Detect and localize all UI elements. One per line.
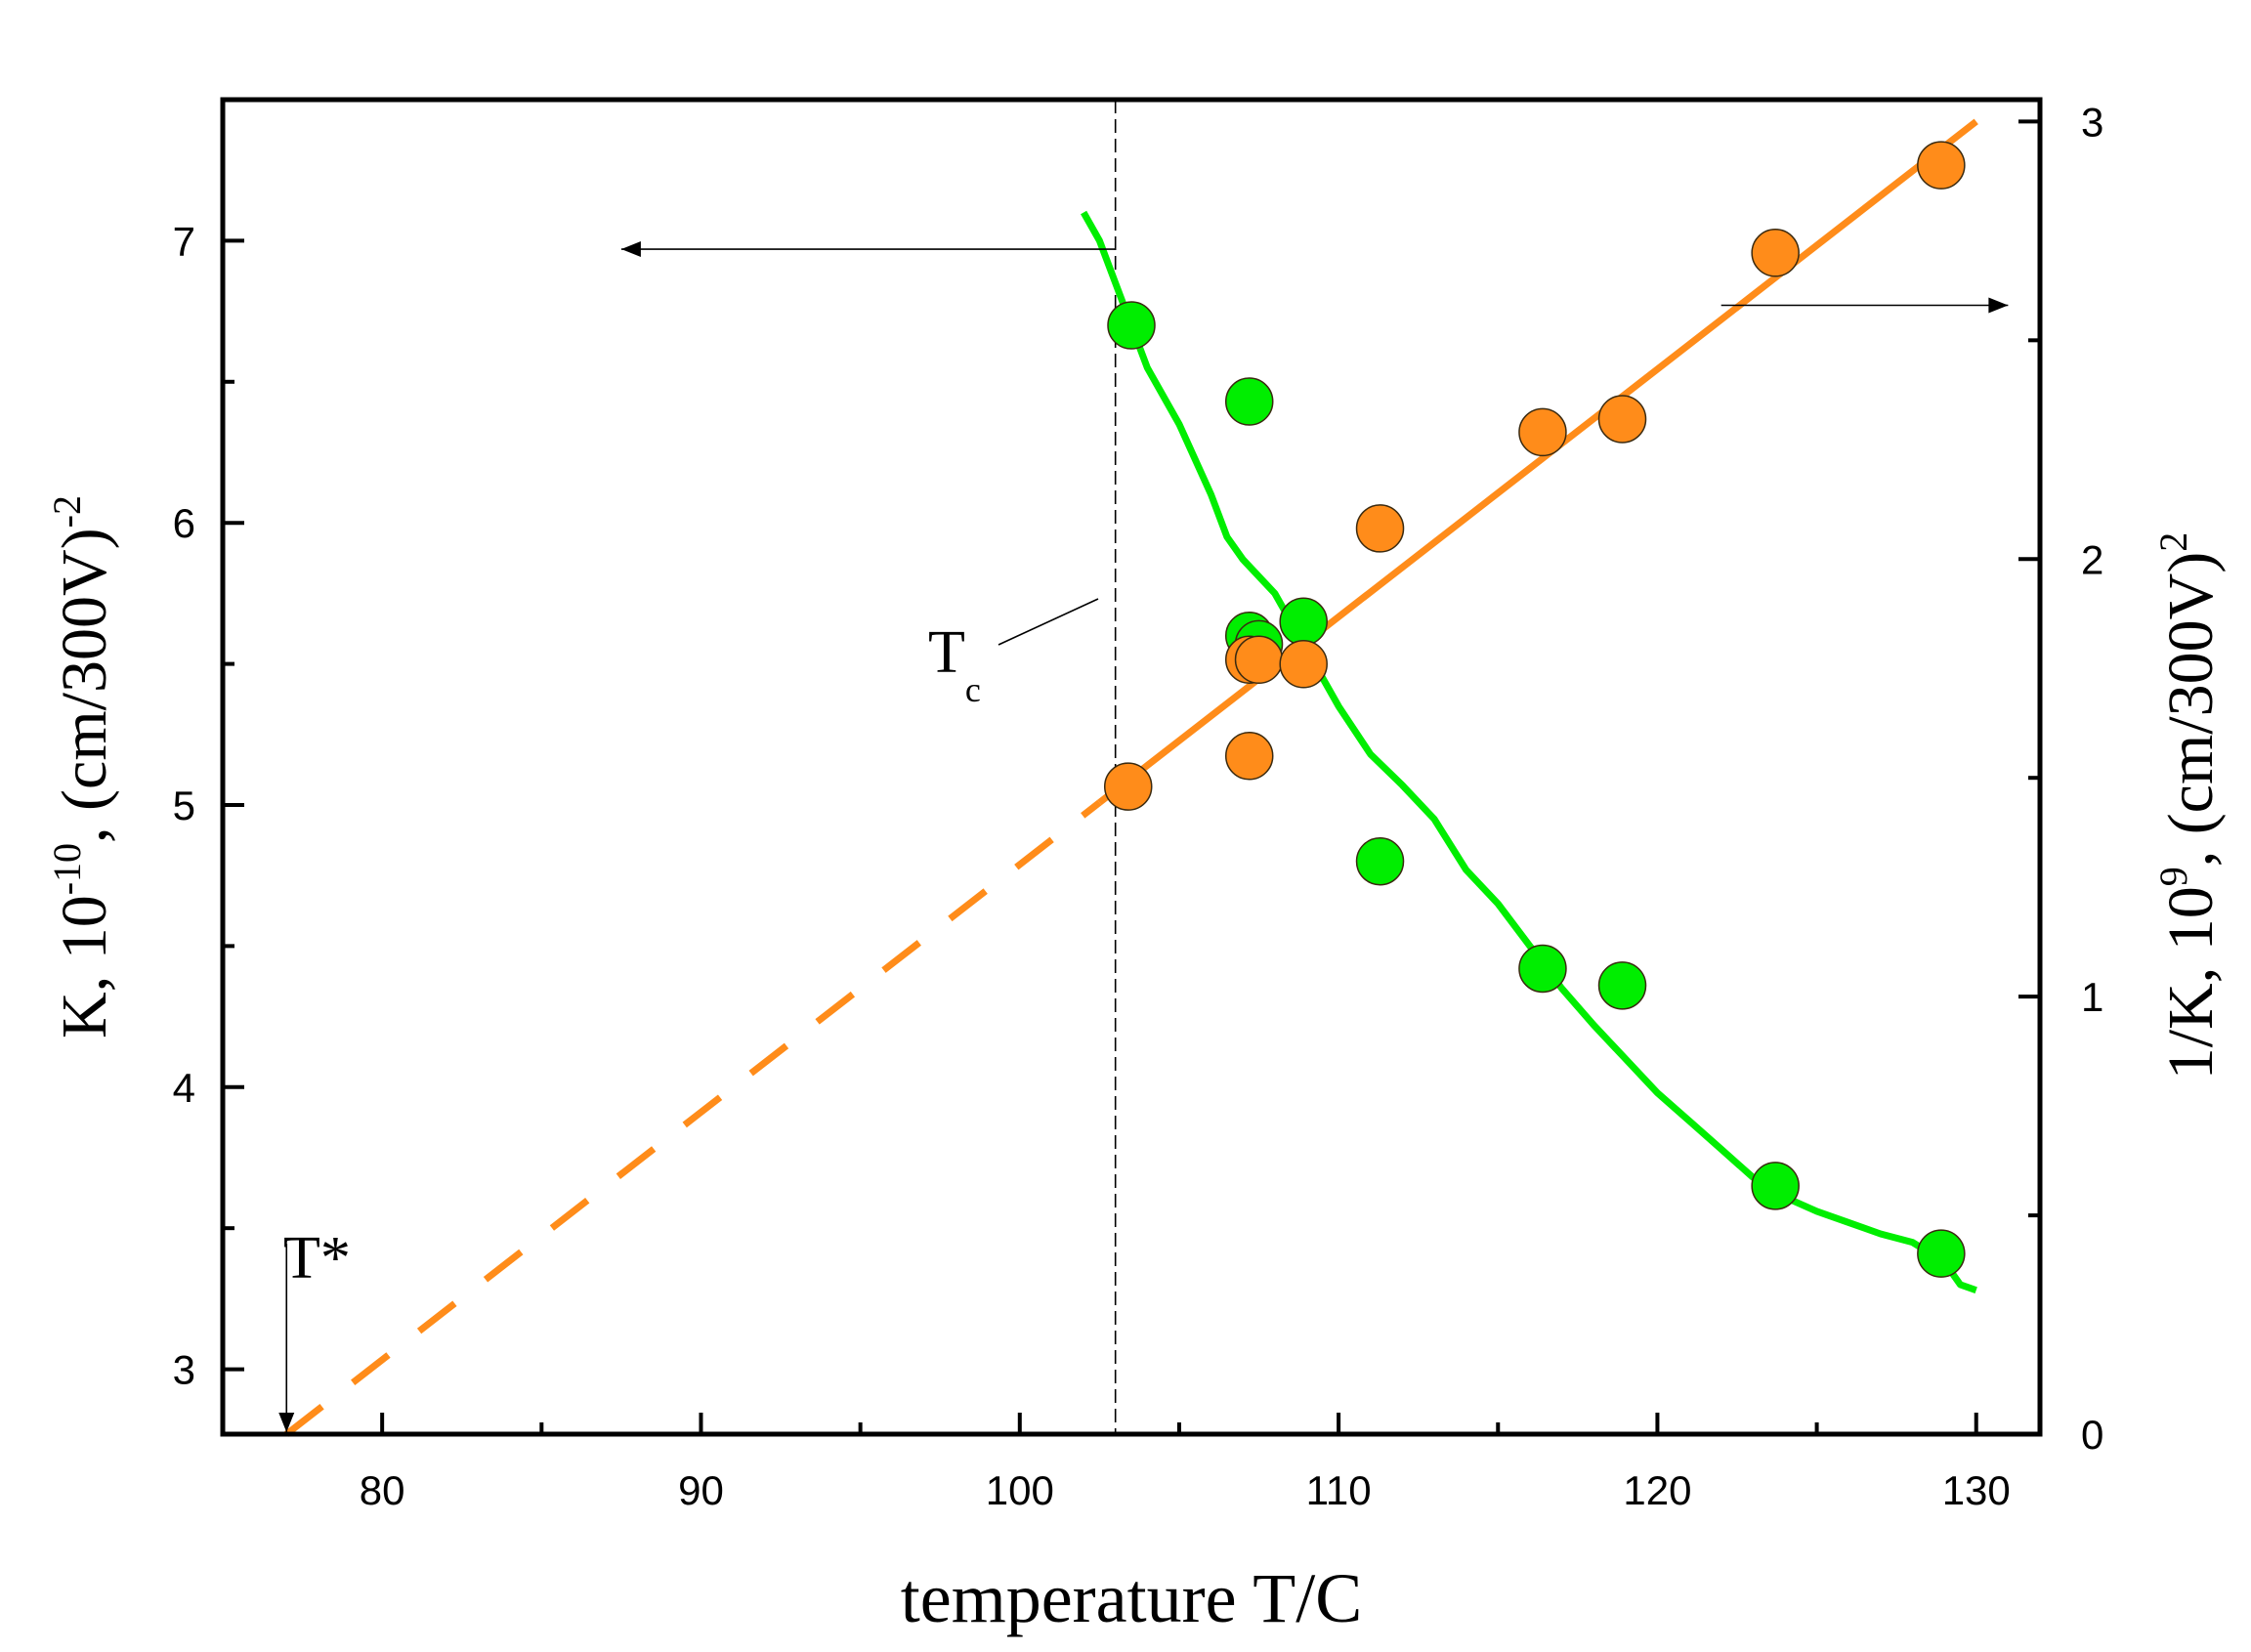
tc-label-main: T [928, 619, 965, 686]
y-left-tick-label: 6 [173, 500, 195, 546]
y-left-label-unit-exp: -2 [45, 495, 89, 528]
x-tick-label: 90 [678, 1467, 724, 1513]
y-left-tick-label: 5 [173, 783, 195, 828]
k-data-point [1107, 301, 1156, 350]
reciprocal-fit-extrapolation-dashed [284, 799, 1102, 1437]
k-fit-curve [1081, 210, 1977, 1293]
tc-label-sub: c [965, 670, 981, 709]
x-axis-label: temperature T/C [901, 1559, 1363, 1637]
x-tick-label: 80 [360, 1467, 405, 1513]
y-left-tick-label: 7 [173, 218, 195, 264]
reciprocal-fit-line [1097, 118, 1978, 806]
x-tick-label: 100 [986, 1467, 1054, 1513]
y-left-tick-label: 4 [173, 1065, 195, 1111]
reciprocal-k-data-point [1518, 407, 1567, 457]
plot-frame [220, 97, 2043, 1437]
x-tick-label: 110 [1306, 1467, 1372, 1513]
k-data-point [1224, 377, 1274, 426]
labels-layer: TcT*temperature T/CK, 10-10, (cm/300V)-2… [45, 241, 2227, 1637]
y-right-axis-label: 1/K, 109, (cm/300V)2 [2151, 532, 2227, 1080]
reciprocal-k-data-point [1224, 732, 1274, 781]
reciprocal-k-data-point [1355, 504, 1405, 553]
y-left-axis-label: K, 10-10, (cm/300V)-2 [45, 495, 120, 1038]
y-right-label-unit-exp: 2 [2151, 532, 2195, 552]
y-right-label-exp: 9 [2151, 867, 2195, 886]
y-left-label-main: K, 10 [49, 895, 120, 1038]
k-data-point [1917, 1229, 1966, 1278]
reciprocal-k-data-point [1103, 762, 1153, 811]
reciprocal-k-data-point [1597, 395, 1647, 444]
x-tick-label: 120 [1623, 1467, 1691, 1513]
y-right-tick-label: 1 [2081, 974, 2103, 1020]
y-left-tick-label: 3 [173, 1347, 195, 1393]
reciprocal-k-data-point [1917, 141, 1966, 190]
y-left-label-unit: , (cm/300V) [49, 528, 120, 843]
k-data-point [1597, 961, 1647, 1010]
y-right-tick-label: 2 [2081, 536, 2103, 582]
y-right-tick-label: 3 [2081, 99, 2103, 145]
k-data-point [1355, 836, 1405, 886]
y-left-label-exp: -10 [45, 843, 89, 895]
k-data-point [1518, 944, 1567, 994]
reciprocal-k-data-point [1279, 640, 1328, 689]
tc-label: Tc [928, 619, 981, 709]
tc-leader-line [998, 598, 1099, 646]
x-tick-label: 130 [1942, 1467, 2011, 1513]
y-right-tick-label: 0 [2081, 1412, 2103, 1458]
reciprocal-k-data-point [1234, 635, 1284, 685]
y-right-label-main: 1/K, 10 [2155, 886, 2227, 1080]
fit-lines-layer [284, 118, 1978, 1437]
data-points-layer [1103, 141, 1966, 1278]
tstar-label: T* [283, 1225, 351, 1292]
reciprocal-k-data-point [1751, 229, 1800, 277]
k-data-point [1751, 1162, 1800, 1210]
k-data-point [1279, 597, 1328, 647]
y-right-label-unit: , (cm/300V) [2155, 552, 2227, 868]
axes-layer: 80 90 100 110 120 130 3 4 5 6 7 0 1 2 3 [173, 97, 2103, 1513]
